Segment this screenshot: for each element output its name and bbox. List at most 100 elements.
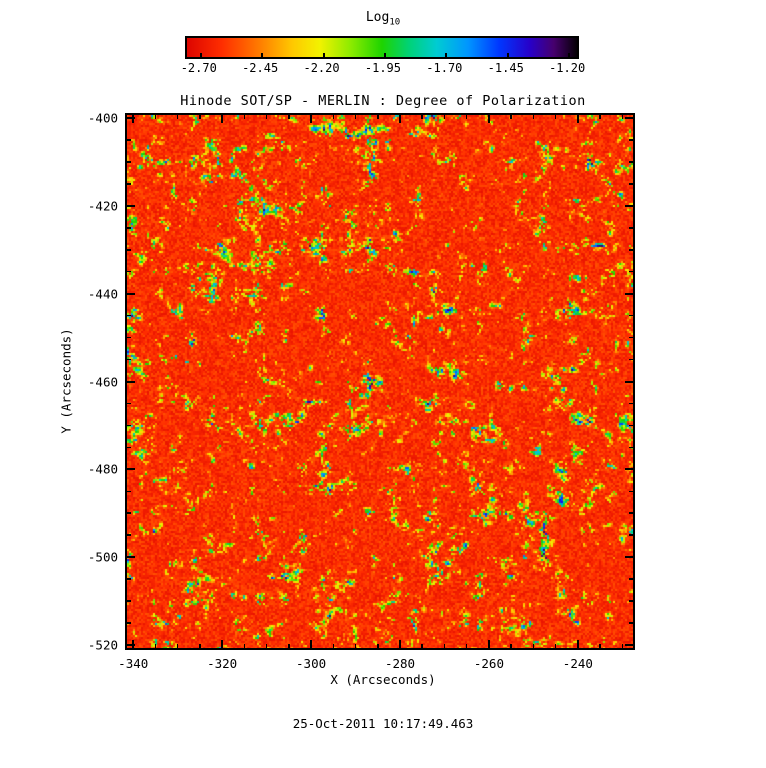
- axis-tick: [399, 115, 401, 123]
- axis-tick: [599, 644, 601, 648]
- axis-tick: [443, 644, 446, 648]
- x-tick-label: -280: [384, 656, 416, 671]
- axis-tick: [625, 117, 633, 120]
- axis-tick: [625, 204, 633, 207]
- axis-tick: [243, 644, 246, 648]
- axis-tick: [288, 115, 290, 119]
- colorbar-tick: [445, 53, 448, 57]
- axis-tick: [243, 115, 246, 119]
- y-tick-label: -400: [87, 110, 118, 126]
- axis-tick: [576, 115, 579, 123]
- axis-tick: [127, 204, 135, 207]
- x-tick-label: -300: [296, 656, 327, 671]
- axis-tick: [127, 161, 131, 163]
- axis-tick: [399, 640, 401, 648]
- axis-tick: [127, 336, 131, 339]
- x-axis-label: X (Arcseconds): [330, 672, 436, 687]
- axis-tick: [625, 468, 633, 471]
- axis-tick: [127, 380, 135, 383]
- axis-tick: [377, 644, 379, 648]
- timestamp-caption: 25-Oct-2011 10:17:49.463: [292, 716, 474, 731]
- axis-tick: [127, 446, 131, 449]
- axis-tick: [127, 556, 135, 559]
- axis-tick: [629, 161, 633, 163]
- axis-tick: [199, 115, 201, 119]
- y-tick-label: -480: [87, 461, 118, 477]
- axis-tick: [510, 115, 512, 119]
- axis-tick: [176, 644, 179, 648]
- axis-tick: [554, 115, 557, 119]
- axis-tick: [554, 644, 557, 648]
- axis-tick: [629, 227, 633, 229]
- axis-tick: [127, 183, 131, 185]
- axis-tick: [629, 183, 633, 185]
- axis-tick: [154, 115, 157, 119]
- axis-tick: [127, 643, 135, 646]
- axis-tick: [629, 402, 633, 405]
- axis-tick: [629, 512, 633, 514]
- axis-tick: [532, 115, 535, 119]
- axis-tick: [487, 115, 490, 123]
- colorbar-title: Log10: [0, 10, 766, 28]
- x-tick-label: -320: [207, 656, 238, 671]
- axis-tick: [629, 446, 633, 449]
- axis-tick: [629, 534, 633, 536]
- axis-tick: [154, 644, 157, 648]
- axis-tick: [310, 640, 313, 648]
- axis-tick: [332, 115, 335, 119]
- colorbar-tick-label: -1.95: [364, 61, 401, 75]
- axis-tick: [465, 644, 468, 648]
- axis-tick: [127, 117, 135, 120]
- axis-tick: [599, 115, 601, 119]
- axis-tick: [443, 115, 446, 119]
- axis-tick: [625, 380, 633, 383]
- axis-tick: [310, 115, 313, 123]
- axis-tick: [221, 640, 224, 648]
- colorbar-tick-label: -2.70: [180, 61, 217, 75]
- axis-tick: [127, 402, 131, 405]
- axis-tick: [265, 115, 268, 119]
- colorbar-tick-label: -1.20: [549, 61, 586, 75]
- axis-tick: [377, 115, 379, 119]
- axis-tick: [127, 227, 131, 229]
- y-tick-label: -440: [87, 286, 118, 302]
- axis-tick: [127, 490, 131, 492]
- axis-tick: [265, 644, 268, 648]
- y-tick-label: -520: [87, 637, 118, 653]
- axis-tick: [127, 270, 131, 273]
- y-tick-label: -460: [87, 374, 118, 389]
- colorbar-tick: [383, 53, 386, 57]
- plot-area: -340 -320 -300 -280 -260 -240 -520 -500 -480 -460…: [88, 111, 635, 671]
- axis-tick: [532, 644, 535, 648]
- colorbar-tick: [261, 53, 264, 57]
- axis-tick: [421, 115, 423, 119]
- axis-tick: [221, 115, 224, 123]
- axis-tick: [629, 600, 633, 602]
- axis-tick: [510, 644, 512, 648]
- colorbar-tick: [568, 53, 571, 57]
- axis-tick: [487, 640, 490, 648]
- y-tick-label: -420: [87, 198, 118, 214]
- colorbar-tick: [506, 53, 509, 57]
- colorbar-title-subscript: 10: [389, 17, 401, 28]
- axis-tick: [629, 424, 633, 427]
- colorbar-tick-label: -2.45: [242, 61, 279, 75]
- colorbar-title-text: Log: [365, 10, 390, 25]
- y-axis-label: Y (Arcseconds): [58, 328, 74, 434]
- axis-tick: [576, 640, 579, 648]
- axis-tick: [629, 358, 633, 361]
- x-tick-label: -240: [562, 656, 593, 671]
- x-tick-label: -260: [473, 656, 504, 671]
- axis-tick: [465, 115, 468, 119]
- axis-tick: [127, 358, 131, 361]
- axis-tick: [127, 622, 131, 624]
- axis-tick: [288, 644, 290, 648]
- axis-tick: [625, 643, 633, 646]
- axis-tick: [127, 139, 131, 141]
- axis-tick: [625, 292, 633, 295]
- axis-tick: [625, 556, 633, 559]
- axis-tick: [629, 578, 633, 580]
- axis-tick: [629, 270, 633, 273]
- colorbar-tick: [199, 53, 202, 57]
- axis-tick: [127, 292, 135, 295]
